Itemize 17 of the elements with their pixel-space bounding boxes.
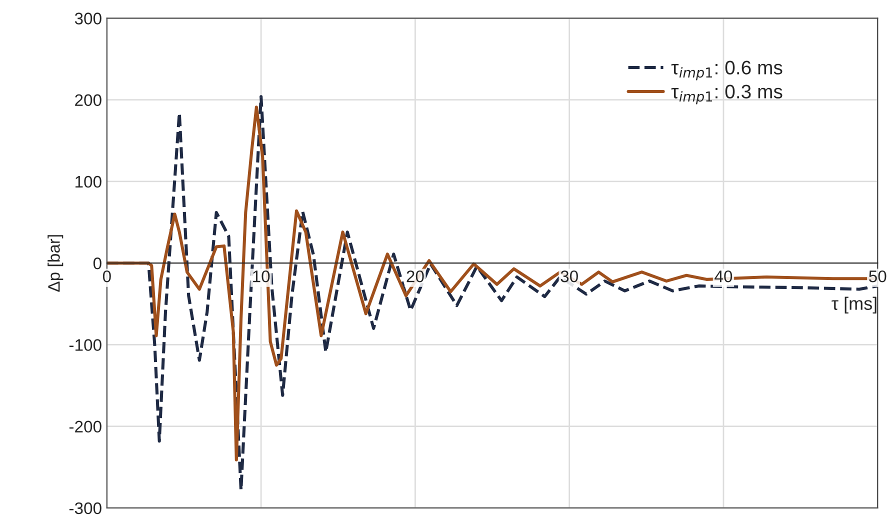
x-tick-label: 40 <box>714 270 732 282</box>
legend-label: τ$_{imp1}$: 0.6 ms <box>671 60 782 80</box>
y-tick-label: 100 <box>76 176 102 188</box>
y-tick-label: 200 <box>75 94 102 106</box>
x-tick-label: 30 <box>560 270 578 282</box>
y-tick-label: 0 <box>93 258 102 270</box>
x-tick-label: 0 <box>102 270 111 282</box>
y-tick-label: -100 <box>69 339 102 351</box>
legend-label: τ$_{imp1}$: 0.3 ms <box>671 84 782 104</box>
x-tick-label: 50 <box>869 270 886 282</box>
x-tick-label: 10 <box>253 270 270 282</box>
x-tick-label: 20 <box>406 270 424 282</box>
y-axis-title: Δp [bar] <box>48 235 64 292</box>
x-axis-title: τ [ms] <box>832 296 876 314</box>
y-tick-label: -200 <box>69 420 102 433</box>
y-tick-label: -300 <box>69 502 102 514</box>
y-tick-label: 300 <box>74 12 102 24</box>
